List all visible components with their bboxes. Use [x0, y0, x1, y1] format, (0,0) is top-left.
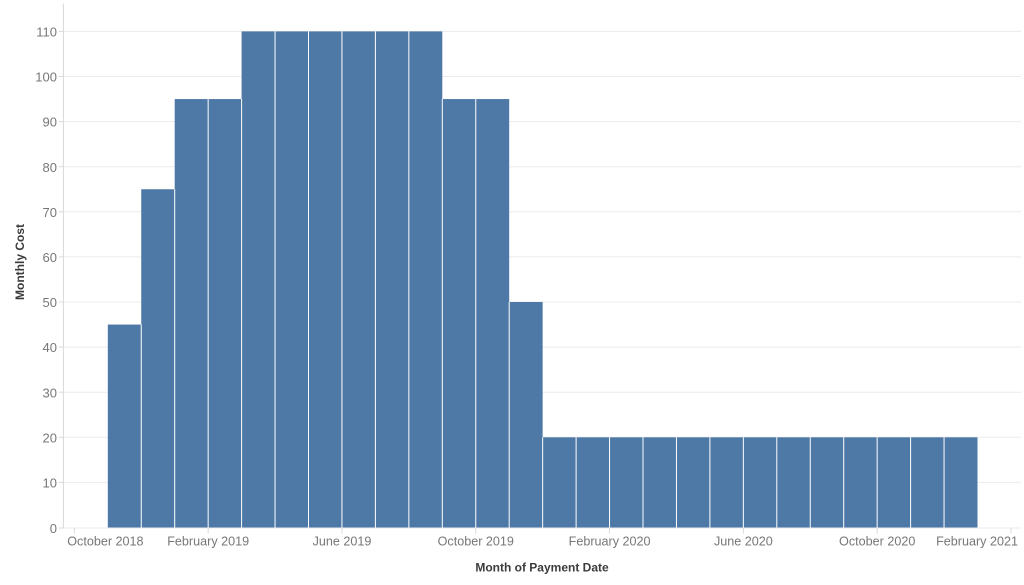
svg-text:70: 70 [43, 205, 57, 220]
svg-text:February 2020: February 2020 [569, 535, 651, 549]
svg-text:June 2020: June 2020 [714, 535, 773, 549]
svg-text:Month of Payment Date: Month of Payment Date [475, 561, 609, 575]
svg-text:October 2018: October 2018 [67, 535, 143, 549]
svg-text:50: 50 [43, 295, 57, 310]
svg-text:30: 30 [43, 385, 57, 400]
svg-text:60: 60 [43, 250, 57, 265]
svg-text:0: 0 [50, 521, 57, 536]
svg-text:October 2019: October 2019 [438, 535, 514, 549]
svg-text:Monthly Cost: Monthly Cost [13, 224, 27, 300]
svg-text:February 2021: February 2021 [936, 535, 1018, 549]
svg-text:February 2019: February 2019 [167, 535, 249, 549]
svg-text:80: 80 [43, 160, 57, 175]
svg-text:100: 100 [35, 70, 57, 85]
svg-text:110: 110 [36, 25, 57, 40]
svg-text:June 2019: June 2019 [313, 535, 372, 549]
svg-text:40: 40 [43, 340, 57, 355]
svg-text:October 2020: October 2020 [839, 535, 915, 549]
svg-text:90: 90 [43, 115, 57, 130]
svg-text:10: 10 [43, 476, 57, 491]
svg-text:20: 20 [43, 430, 57, 445]
